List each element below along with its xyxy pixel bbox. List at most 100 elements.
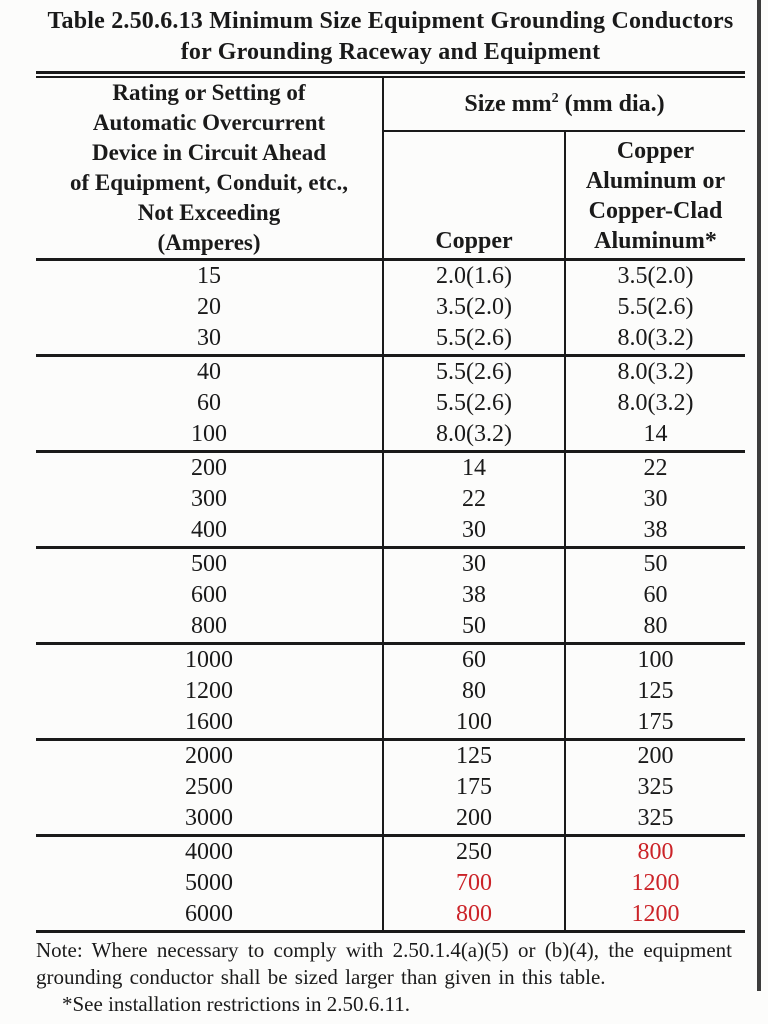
- amperes-cell: 800: [36, 611, 384, 644]
- aluminum-cell: 325: [637, 805, 674, 831]
- header-row-2: Copper Copper Aluminum or Copper-Clad Al…: [36, 131, 746, 262]
- table-row: 1600 100 175: [36, 707, 745, 740]
- aluminum-cell: 30: [643, 486, 668, 512]
- amperes-cell: 1200: [36, 676, 384, 707]
- aluminum-header-line: Copper-Clad: [588, 198, 723, 224]
- copper-cell: 30: [383, 515, 566, 548]
- amperes-cell: 1600: [36, 707, 384, 740]
- amperes-cell: 4000: [36, 834, 384, 868]
- table-row: 30 5.5(2.6) 8.0(3.2): [36, 323, 745, 356]
- change-bar: [757, 0, 761, 991]
- copper-cell: 3.5(2.0): [383, 292, 566, 323]
- rating-header-line: Rating or Setting of: [112, 80, 306, 105]
- size-header-superscript: 2: [551, 90, 559, 106]
- rating-header-line: Not Exceeding: [137, 200, 281, 225]
- aluminum-header-cell: Copper Aluminum or Copper-Clad Aluminum*: [565, 131, 746, 262]
- table-row: 3000 200 325: [36, 803, 745, 836]
- amperes-cell: 5000: [36, 868, 384, 899]
- copper-cell: 5.5(2.6): [383, 323, 566, 356]
- copper-cell: 30: [383, 546, 566, 580]
- copper-cell: 50: [383, 611, 566, 644]
- table-title-line2: for Grounding Raceway and Equipment: [180, 39, 601, 65]
- table-row: 500 30 50: [36, 546, 746, 580]
- table-header: Rating or Setting of Automatic Overcurre…: [36, 78, 746, 262]
- table-body: 15 2.0(1.6) 3.5(2.0) 20 3.5(2.0) 5.5(2.6…: [36, 259, 746, 933]
- amperes-cell: 3000: [36, 803, 384, 836]
- table-row: 600 38 60: [36, 580, 745, 611]
- aluminum-cell: 60: [643, 582, 668, 608]
- copper-cell: 14: [383, 450, 566, 484]
- aluminum-cell: 22: [565, 450, 746, 484]
- table-row: 2000 125 200: [36, 738, 746, 772]
- table-row: 2500 175 325: [36, 772, 745, 803]
- aluminum-cell: 5.5(2.6): [617, 294, 694, 320]
- table-row: 100 8.0(3.2) 14: [36, 419, 745, 452]
- table-row: 15 2.0(1.6) 3.5(2.0): [36, 259, 745, 292]
- copper-cell: 175: [383, 772, 566, 803]
- copper-cell: 8.0(3.2): [383, 419, 566, 452]
- aluminum-cell: 8.0(3.2): [617, 325, 694, 351]
- aluminum-cell: 14: [643, 421, 668, 447]
- copper-cell: 2.0(1.6): [383, 259, 566, 292]
- copper-cell: 5.5(2.6): [383, 388, 566, 419]
- amperes-cell: 40: [36, 354, 384, 388]
- amperes-cell: 2000: [36, 738, 384, 772]
- copper-cell: 700: [383, 868, 566, 899]
- aluminum-cell: 1200: [565, 899, 746, 933]
- amperes-cell: 2500: [36, 772, 384, 803]
- table-note: Note: Where necessary to comply with 2.5…: [36, 938, 732, 989]
- table-row: 1000 60 100: [36, 642, 746, 676]
- table-row: 40 5.5(2.6) 8.0(3.2): [36, 354, 746, 388]
- aluminum-header-line: Aluminum*: [594, 228, 717, 254]
- rating-header-line: Automatic Overcurrent: [92, 110, 326, 135]
- table-row: 4000 250 800: [36, 834, 746, 868]
- aluminum-cell: 100: [565, 642, 746, 676]
- table-row: 20 3.5(2.0) 5.5(2.6): [36, 292, 745, 323]
- table-row: 300 22 30: [36, 484, 745, 515]
- amperes-cell: 60: [36, 388, 384, 419]
- table-title: Table 2.50.6.13 Minimum Size Equipment G…: [36, 6, 745, 68]
- amperes-cell: 500: [36, 546, 384, 580]
- rating-header-line: Device in Circuit Ahead: [91, 140, 327, 165]
- aluminum-cell: 38: [643, 517, 668, 543]
- copper-cell: 100: [383, 707, 566, 740]
- size-header-cell: Size mm2 (mm dia.): [383, 78, 746, 133]
- amperes-cell: 600: [36, 580, 384, 611]
- amperes-cell: 100: [36, 419, 384, 452]
- aluminum-cell: 800: [565, 834, 746, 868]
- copper-cell: 38: [383, 580, 566, 611]
- copper-cell: 80: [383, 676, 566, 707]
- aluminum-cell: 80: [643, 613, 668, 639]
- table-row: 60 5.5(2.6) 8.0(3.2): [36, 388, 745, 419]
- page-content: Table 2.50.6.13 Minimum Size Equipment G…: [36, 6, 746, 1018]
- copper-header-cell: Copper: [383, 131, 566, 262]
- aluminum-cell: 175: [637, 709, 674, 735]
- size-header-units: (mm dia.): [558, 90, 665, 117]
- copper-cell: 200: [383, 803, 566, 836]
- aluminum-cell: 50: [565, 546, 746, 580]
- copper-cell: 22: [383, 484, 566, 515]
- amperes-cell: 400: [36, 515, 384, 548]
- copper-cell: 60: [383, 642, 566, 676]
- aluminum-cell: 325: [637, 774, 674, 800]
- amperes-cell: 20: [36, 292, 384, 323]
- title-double-rule: [36, 71, 745, 78]
- rating-header-line: (Amperes): [157, 230, 261, 255]
- amperes-cell: 30: [36, 323, 384, 356]
- aluminum-cell: 1200: [631, 870, 680, 896]
- amperes-cell: 15: [36, 259, 384, 292]
- copper-cell: 5.5(2.6): [383, 354, 566, 388]
- amperes-cell: 6000: [36, 899, 384, 933]
- amperes-cell: 1000: [36, 642, 384, 676]
- table-row: 200 14 22: [36, 450, 746, 484]
- aluminum-cell: 200: [565, 738, 746, 772]
- amperes-cell: 200: [36, 450, 384, 484]
- table-footnote: *See installation restrictions in 2.50.6…: [62, 992, 411, 1016]
- aluminum-cell: 8.0(3.2): [565, 354, 746, 388]
- amperes-cell: 300: [36, 484, 384, 515]
- table-row: 5000 700 1200: [36, 868, 745, 899]
- rating-header-cell: Rating or Setting of Automatic Overcurre…: [36, 78, 384, 261]
- copper-cell: 800: [383, 899, 566, 933]
- aluminum-cell: 125: [637, 678, 674, 704]
